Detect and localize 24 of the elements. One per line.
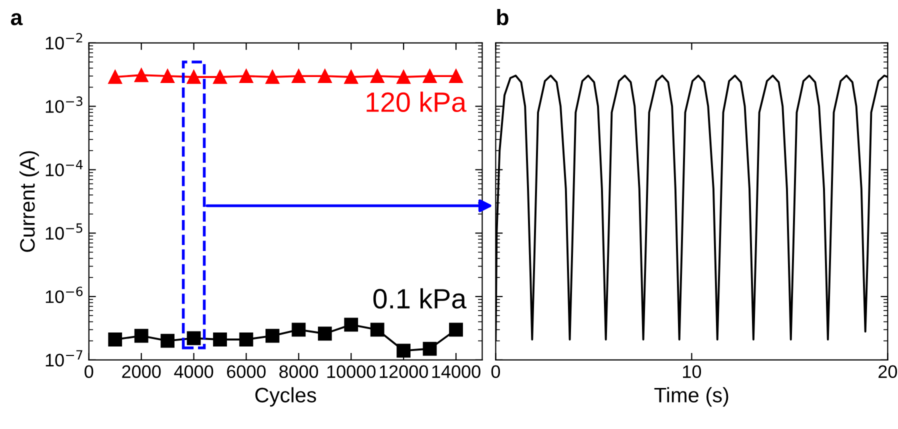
annotation: 0.1 kPa [373,288,466,309]
x-tick-label: 12000 [380,365,428,378]
chart-title: a [10,13,23,26]
x-axis-title: Time (s) [654,387,728,407]
y-tick-label: 10$^{−3}$ [46,96,82,113]
y-tick-label: 10$^{−4}$ [46,160,83,176]
y-tick-label: 10$^{−6}$ [46,286,83,304]
y-tick-label: 10$^{−5}$ [46,223,82,240]
x-tick-label: 4000 [174,365,214,378]
x-tick-label: 10 [683,365,702,378]
x-axis-title: Cycles [255,387,316,407]
y-tick-label: 10$^{−2}$ [46,33,82,50]
x-tick-label: 14000 [432,365,480,378]
y-axis-title: Current (A) [20,151,39,252]
x-tick-label: 6000 [227,365,266,378]
x-tick-label: 20 [878,365,898,378]
chart-title: b [497,8,508,26]
x-tick-label: 8000 [279,365,318,378]
x-tick-label: 10000 [327,365,376,378]
x-tick-label: 0 [491,365,500,378]
x-tick-label: 0 [84,365,94,378]
annotation: 120 kPa [366,92,466,112]
x-tick-label: 2000 [122,365,161,378]
y-tick-label: 10$^{−7}$ [46,350,82,367]
